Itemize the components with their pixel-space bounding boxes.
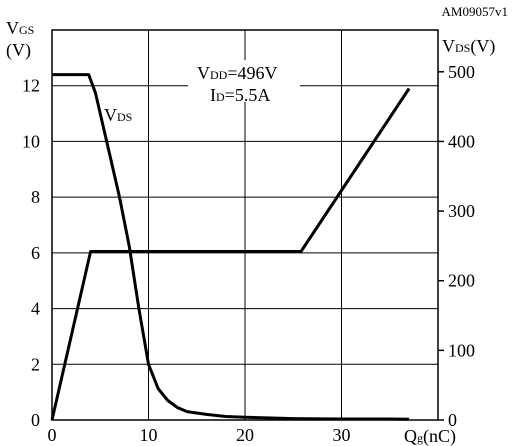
left-tick-label: 2	[31, 354, 40, 374]
annotation-vdd: VDD=496V	[197, 63, 278, 83]
left-tick-label: 10	[22, 131, 40, 151]
left-axis-ticks: 0 2 4 6 8 10 12	[22, 76, 40, 430]
right-tick-label: 500	[448, 62, 475, 82]
plot-frame	[51, 29, 439, 421]
x-tick-label: 20	[236, 425, 254, 445]
left-tick-label: 0	[31, 410, 40, 430]
right-axis-ticks: 0 100 200 300 400 500	[438, 62, 475, 430]
left-axis-label: VGS	[6, 18, 34, 38]
annotation-id: ID=5.5A	[210, 85, 270, 105]
right-tick-label: 100	[448, 340, 475, 360]
right-tick-label: 400	[448, 131, 475, 151]
x-tick-label: 0	[48, 425, 57, 445]
right-axis-label: VDS(V)	[442, 36, 495, 57]
left-tick-label: 6	[31, 243, 40, 263]
x-tick-label: 30	[333, 425, 351, 445]
annotation-background	[188, 60, 300, 102]
left-tick-label: 4	[31, 299, 40, 319]
left-tick-label: 12	[22, 76, 40, 96]
x-axis-ticks: 0 10 20 30	[48, 425, 351, 445]
right-tick-label: 200	[448, 271, 475, 291]
left-axis-unit: (V)	[6, 40, 31, 61]
right-tick-label: 0	[448, 410, 457, 430]
left-tick-label: 8	[31, 187, 40, 207]
figure-code: AM09057v1	[442, 4, 508, 19]
right-tick-label: 300	[448, 201, 475, 221]
x-tick-label: 10	[140, 425, 158, 445]
x-axis-label: Qg(nC)	[404, 426, 456, 446]
series-label-vds: VDS	[104, 105, 132, 125]
vgs-series-line	[50, 87, 411, 421]
vds-series-line	[52, 73, 410, 421]
